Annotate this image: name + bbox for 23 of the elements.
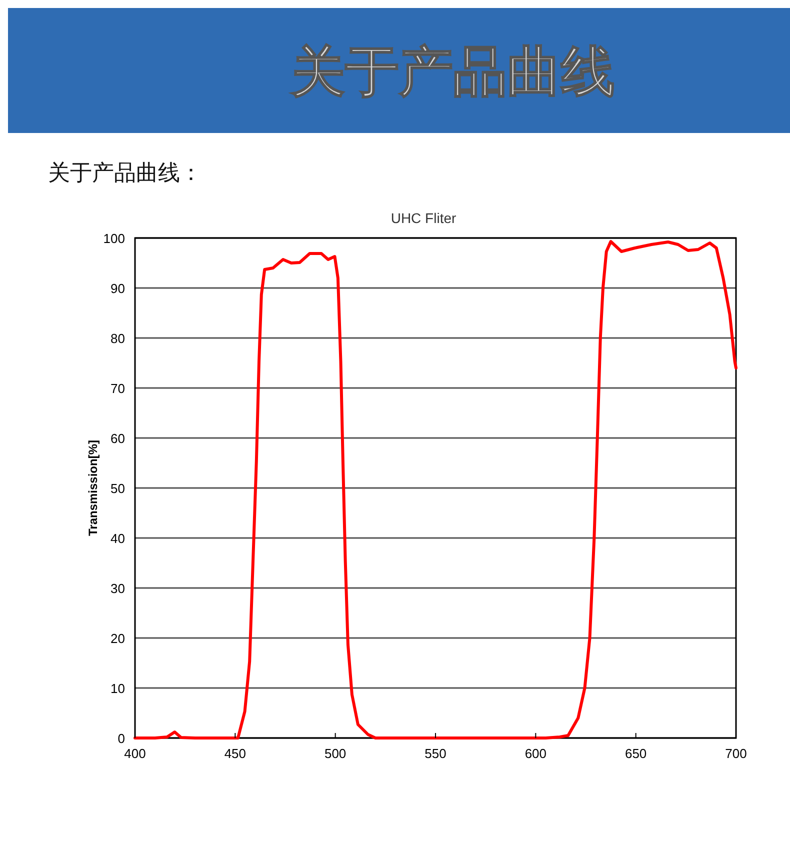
y-tick-label: 40 — [110, 531, 125, 546]
y-tick-label: 10 — [110, 681, 125, 696]
y-tick-label: 70 — [110, 381, 125, 396]
chart-title: UHC Fliter — [390, 210, 456, 226]
text: 关于产品曲线 — [290, 40, 615, 103]
x-tick-label: 700 — [725, 746, 747, 761]
y-tick-label: 60 — [110, 431, 125, 446]
y-axis-title: Transmission[%] — [86, 440, 100, 536]
y-tick-label: 50 — [110, 481, 125, 496]
x-tick-label: 400 — [124, 746, 146, 761]
y-tick-label: 30 — [110, 581, 125, 596]
y-tick-label: 90 — [110, 281, 125, 296]
y-tick-label: 80 — [110, 331, 125, 346]
x-tick-label: 650 — [624, 746, 647, 761]
y-tick-label: 100 — [103, 231, 125, 246]
line-series — [134, 240, 738, 740]
y-tick-label: 0 — [118, 731, 125, 746]
x-tick-label: 550 — [424, 746, 446, 761]
text: 关于产品曲线： — [48, 161, 202, 186]
y-tick-label: 20 — [110, 631, 125, 646]
x-tick-label: 600 — [524, 746, 547, 761]
x-tick-label: 450 — [224, 746, 246, 761]
x-tick-label: 500 — [324, 746, 346, 761]
